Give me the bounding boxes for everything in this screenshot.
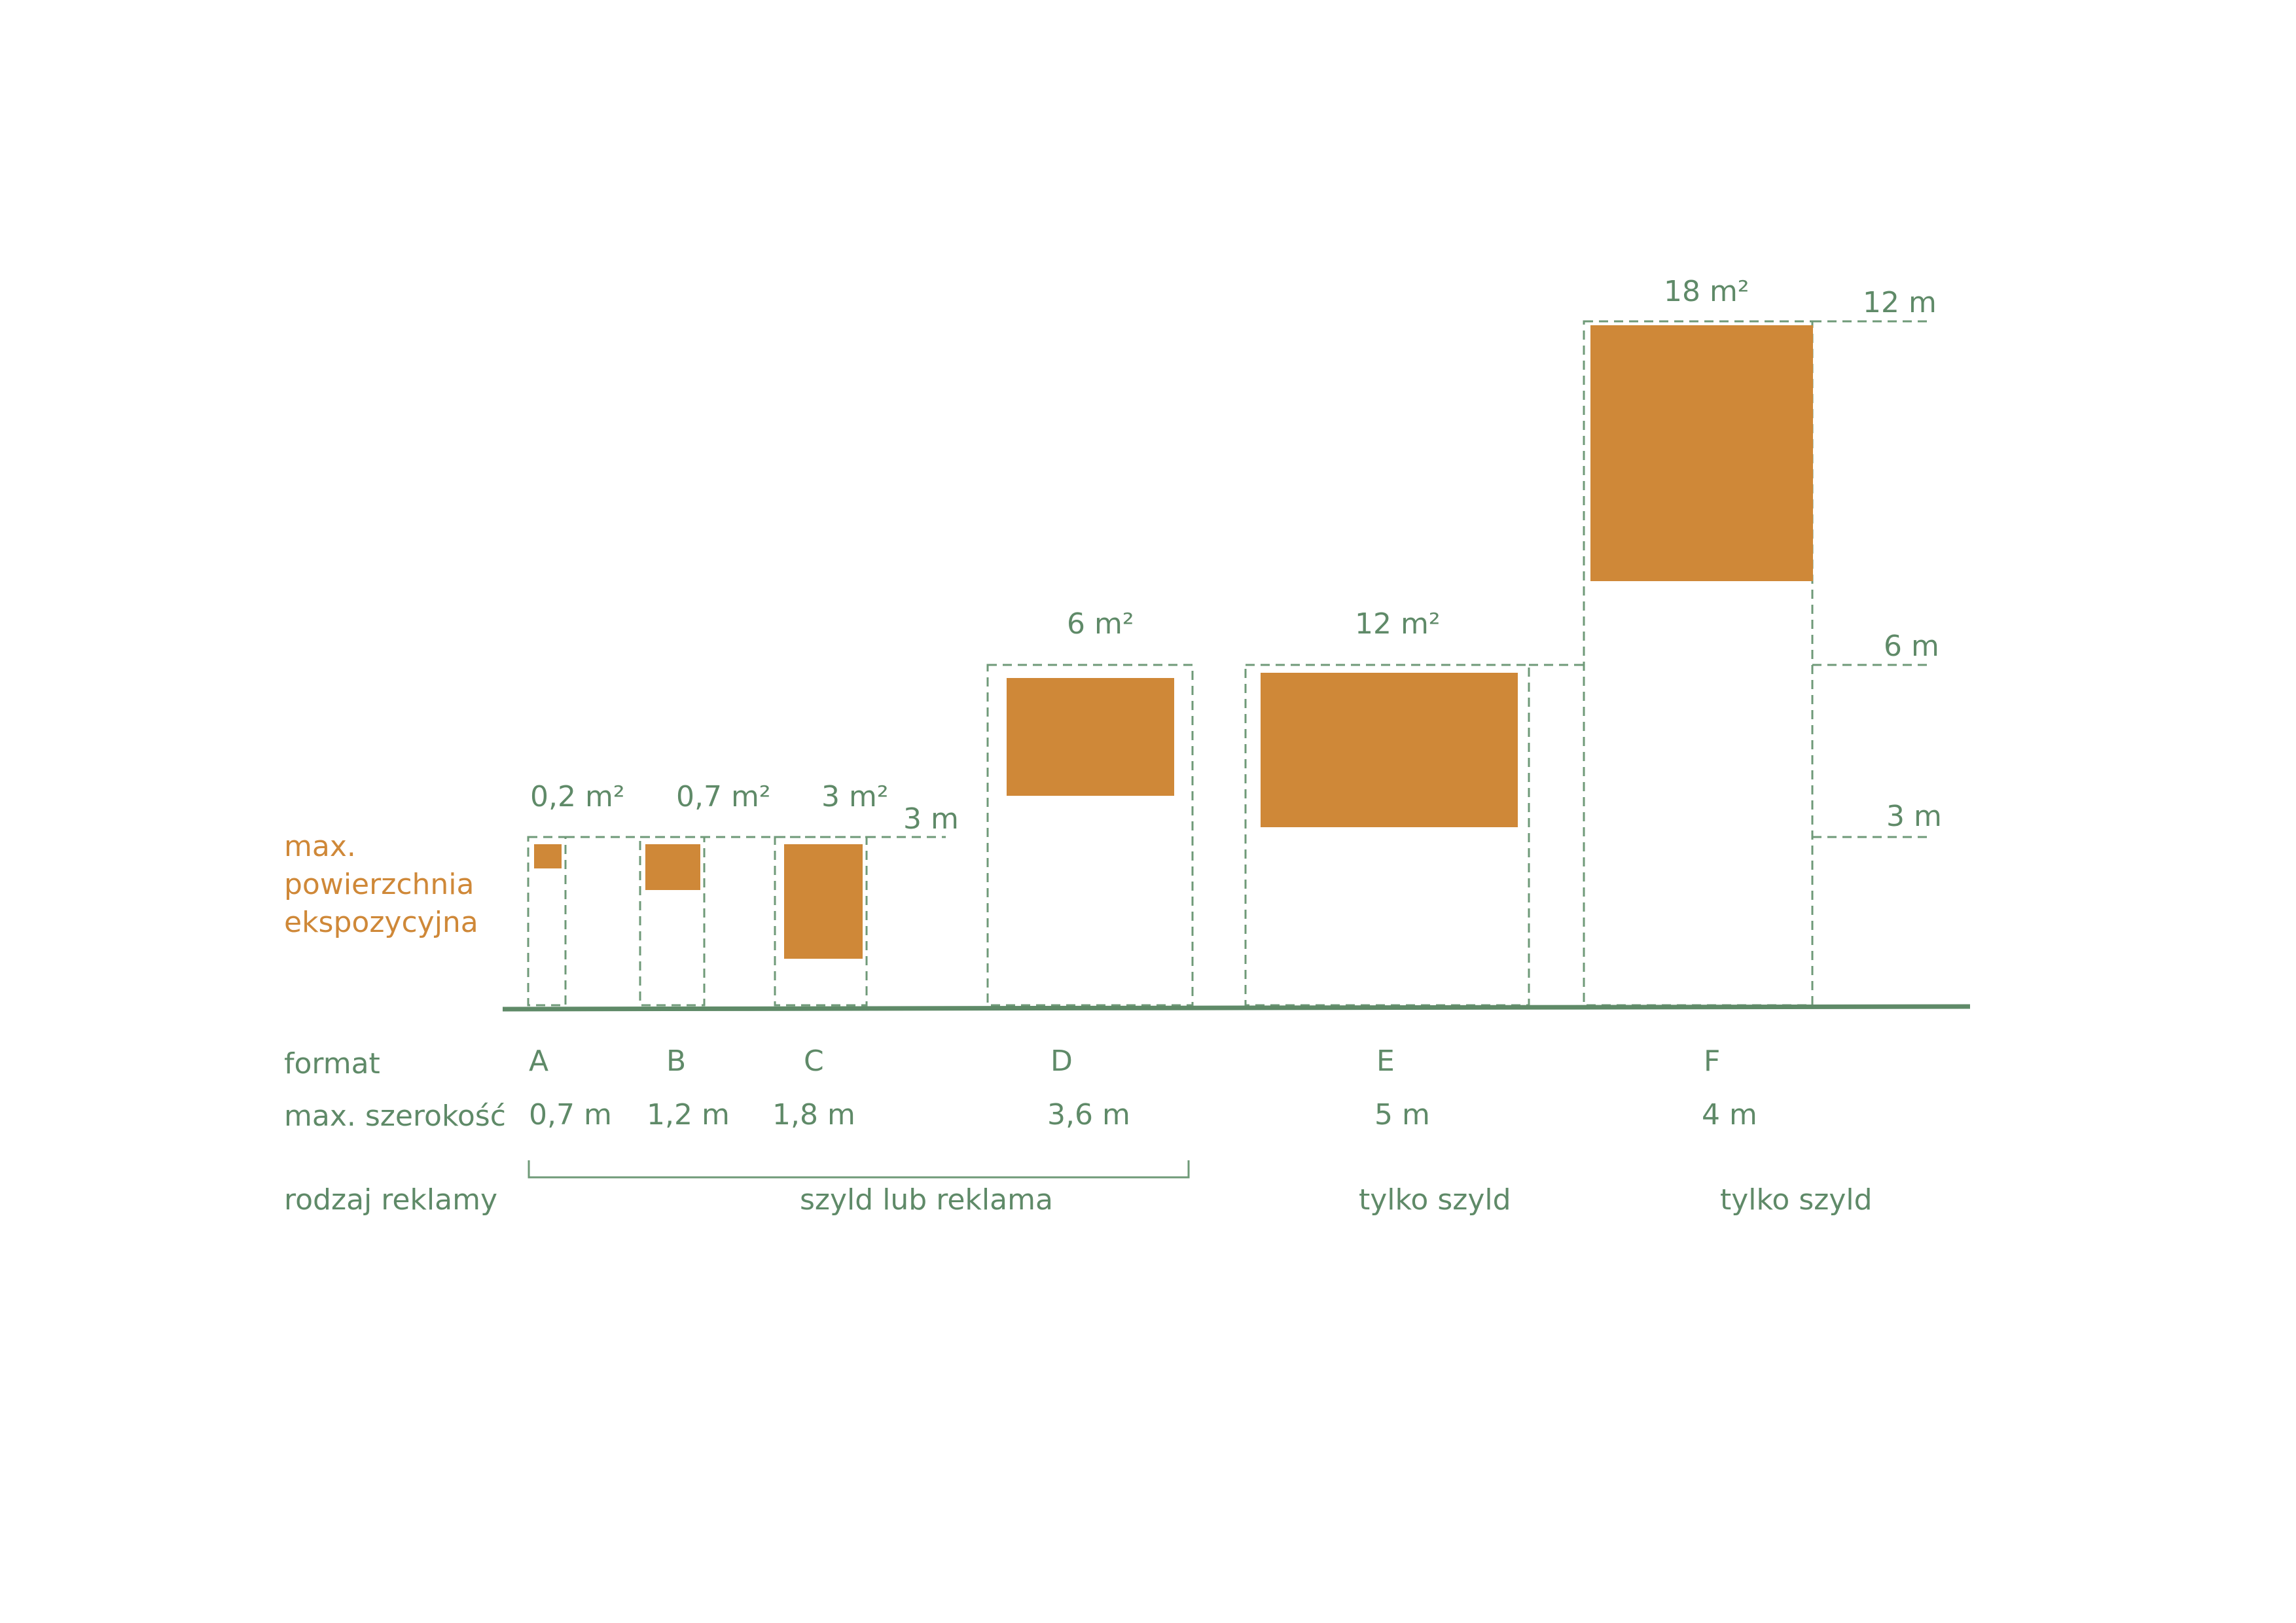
legend-line-2: powierzchnia [284, 868, 474, 901]
format-letter-c: C [804, 1044, 824, 1078]
legend-max-exposure-area: max. powierzchnia ekspozycyjna [284, 830, 478, 939]
exposure-panels [534, 325, 1813, 959]
row-label-max-width: max. szerokość [284, 1099, 506, 1133]
height-label-3m-left: 3 m [903, 802, 959, 836]
area-label-f: 18 m² [1664, 275, 1749, 308]
area-label-c: 3 m² [821, 780, 888, 813]
width-c: 1,8 m [772, 1098, 855, 1132]
outline-d [986, 664, 1194, 1007]
format-letter-f: F [1704, 1044, 1720, 1078]
row-label-format: format [284, 1047, 380, 1080]
ad-type-e: tylko szyld [1359, 1183, 1511, 1217]
bracket-a-to-d [528, 1160, 1190, 1179]
legend-line-1: max. [284, 830, 356, 863]
height-label-6m: 6 m [1884, 630, 1939, 663]
width-e: 5 m [1374, 1098, 1430, 1132]
area-labels: 0,2 m² 0,7 m² 3 m² 6 m² 12 m² 18 m² [530, 275, 1749, 813]
row-label-ad-type: rodzaj reklamy [284, 1183, 497, 1217]
panel-d [1007, 678, 1174, 796]
area-label-a: 0,2 m² [530, 780, 624, 813]
outline-a [527, 836, 567, 1007]
height-label-3m: 3 m [1886, 800, 1942, 833]
ground-line [502, 1004, 1971, 1012]
height-labels: 3 m 3 m 6 m 12 m [903, 286, 1942, 836]
row-labels: format max. szerokość rodzaj reklamy [284, 1047, 506, 1217]
ad-type-f: tylko szyld [1720, 1183, 1873, 1217]
format-letter-b: B [666, 1044, 686, 1078]
area-label-d: 6 m² [1067, 607, 1134, 641]
panel-e [1261, 673, 1518, 827]
panel-a [534, 844, 562, 868]
format-letters: A B C D E F [529, 1044, 1720, 1078]
panel-b [645, 844, 700, 890]
format-letter-e: E [1376, 1044, 1395, 1078]
panel-f [1590, 325, 1813, 581]
width-b: 1,2 m [647, 1098, 730, 1132]
width-d: 3,6 m [1047, 1098, 1130, 1132]
width-f: 4 m [1702, 1098, 1757, 1132]
ad-type-a-to-d: szyld lub reklama [800, 1183, 1053, 1217]
outline-c [774, 836, 868, 1007]
outline-b [639, 836, 706, 1007]
area-label-b: 0,7 m² [676, 780, 770, 813]
width-a: 0,7 m [529, 1098, 612, 1132]
height-label-12m: 12 m [1863, 286, 1937, 319]
outline-e [1244, 664, 1530, 1007]
format-letter-a: A [529, 1044, 548, 1078]
format-letter-d: D [1050, 1044, 1073, 1078]
format-widths: 0,7 m 1,2 m 1,8 m 3,6 m 5 m 4 m [529, 1098, 1757, 1132]
legend-line-3: ekspozycyjna [284, 906, 478, 939]
panel-c [784, 844, 863, 959]
area-label-e: 12 m² [1355, 607, 1440, 641]
